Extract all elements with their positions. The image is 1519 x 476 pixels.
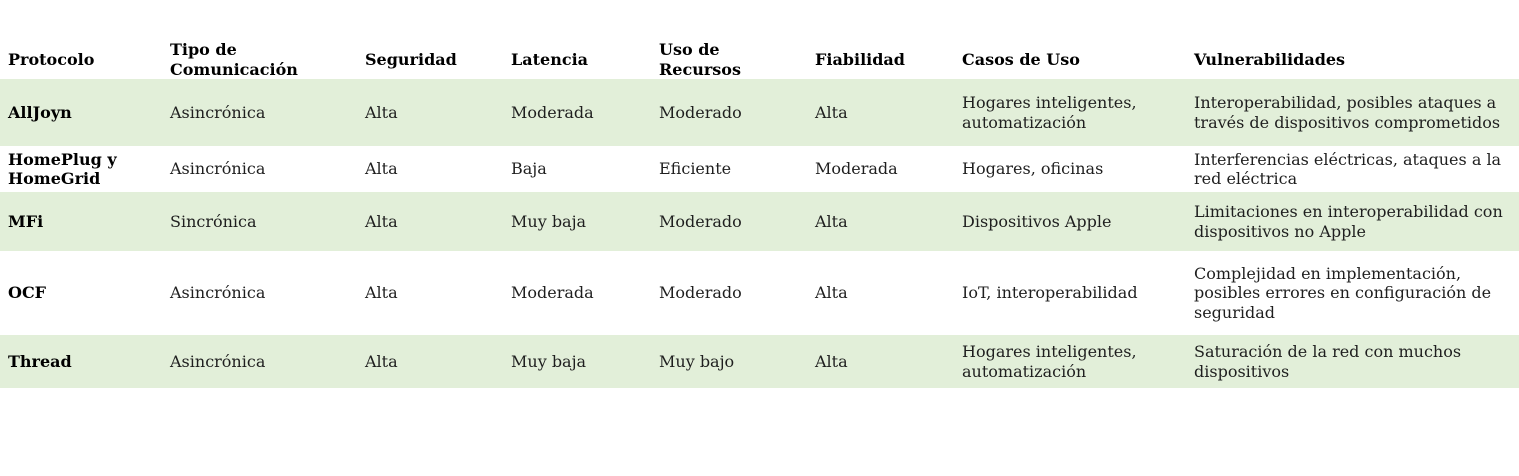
- cell-casos-uso: Hogares inteligentes, automatización: [962, 342, 1137, 381]
- cell-fiabilidad: Alta: [815, 283, 848, 303]
- cell-tipo-comunicacion: Asincrónica: [170, 102, 266, 122]
- column-header-tipo-de-comunicacion: Tipo de Comunicación: [170, 40, 298, 79]
- cell-seguridad: Alta: [365, 102, 398, 122]
- cell-latencia: Moderada: [511, 283, 594, 303]
- cell-vulnerabilidades: Interoperabilidad, posibles ataques a tr…: [1194, 93, 1501, 132]
- cell-uso-recursos: Moderado: [659, 211, 742, 231]
- table-row-ocf: OCF Asincrónica Alta Moderada Moderado A…: [0, 251, 1519, 335]
- cell-latencia: Muy baja: [511, 351, 587, 371]
- column-header-seguridad: Seguridad: [365, 49, 457, 69]
- cell-seguridad: Alta: [365, 283, 398, 303]
- protocol-comparison-table: Protocolo Tipo de Comunicación Seguridad…: [0, 40, 1519, 389]
- cell-uso-recursos: Muy bajo: [659, 351, 735, 371]
- cell-casos-uso: Hogares inteligentes, automatización: [962, 93, 1137, 132]
- cell-protocol: MFi: [8, 211, 44, 231]
- cell-tipo-comunicacion: Asincrónica: [170, 351, 266, 371]
- cell-seguridad: Alta: [365, 211, 398, 231]
- cell-uso-recursos: Moderado: [659, 102, 742, 122]
- cell-fiabilidad: Alta: [815, 211, 848, 231]
- cell-protocol: Thread: [8, 351, 72, 371]
- cell-vulnerabilidades: Interferencias eléctricas, ataques a la …: [1194, 149, 1502, 189]
- table-row-homeplug-homegrid: HomePlug y HomeGrid Asincrónica Alta Baj…: [0, 146, 1519, 192]
- cell-protocol: OCF: [8, 283, 47, 303]
- cell-casos-uso: Hogares, oficinas: [962, 159, 1104, 179]
- cell-uso-recursos: Eficiente: [659, 159, 732, 179]
- table-row-thread: Thread Asincrónica Alta Muy baja Muy baj…: [0, 335, 1519, 389]
- cell-fiabilidad: Alta: [815, 102, 848, 122]
- cell-tipo-comunicacion: Asincrónica: [170, 159, 266, 179]
- cell-uso-recursos: Moderado: [659, 283, 742, 303]
- cell-casos-uso: IoT, interoperabilidad: [962, 283, 1138, 303]
- column-header-casos-de-uso: Casos de Uso: [962, 49, 1080, 69]
- header-row: Protocolo Tipo de Comunicación Seguridad…: [0, 40, 1519, 79]
- cell-fiabilidad: Moderada: [815, 159, 898, 179]
- table-row-alljoyn: AllJoyn Asincrónica Alta Moderada Modera…: [0, 79, 1519, 147]
- cell-latencia: Muy baja: [511, 211, 587, 231]
- cell-fiabilidad: Alta: [815, 351, 848, 371]
- cell-protocol: AllJoyn: [8, 102, 72, 122]
- cell-vulnerabilidades: Complejidad en implementación, posibles …: [1194, 263, 1492, 322]
- cell-vulnerabilidades: Saturación de la red con muchos disposit…: [1194, 342, 1462, 381]
- table-row-mfi: MFi Sincrónica Alta Muy baja Moderado Al…: [0, 192, 1519, 252]
- column-header-vulnerabilidades: Vulnerabilidades: [1194, 49, 1346, 69]
- column-header-latencia: Latencia: [511, 49, 589, 69]
- column-header-protocolo: Protocolo: [8, 49, 95, 69]
- cell-tipo-comunicacion: Asincrónica: [170, 283, 266, 303]
- column-header-fiabilidad: Fiabilidad: [815, 49, 905, 69]
- cell-vulnerabilidades: Limitaciones en interoperabilidad con di…: [1194, 202, 1503, 241]
- cell-protocol: HomePlug y HomeGrid: [8, 149, 117, 189]
- cell-casos-uso: Dispositivos Apple: [962, 211, 1112, 231]
- cell-latencia: Moderada: [511, 102, 594, 122]
- cell-seguridad: Alta: [365, 159, 398, 179]
- cell-tipo-comunicacion: Sincrónica: [170, 211, 257, 231]
- cell-seguridad: Alta: [365, 351, 398, 371]
- cell-latencia: Baja: [511, 159, 547, 179]
- column-header-uso-de-recursos: Uso de Recursos: [659, 40, 741, 79]
